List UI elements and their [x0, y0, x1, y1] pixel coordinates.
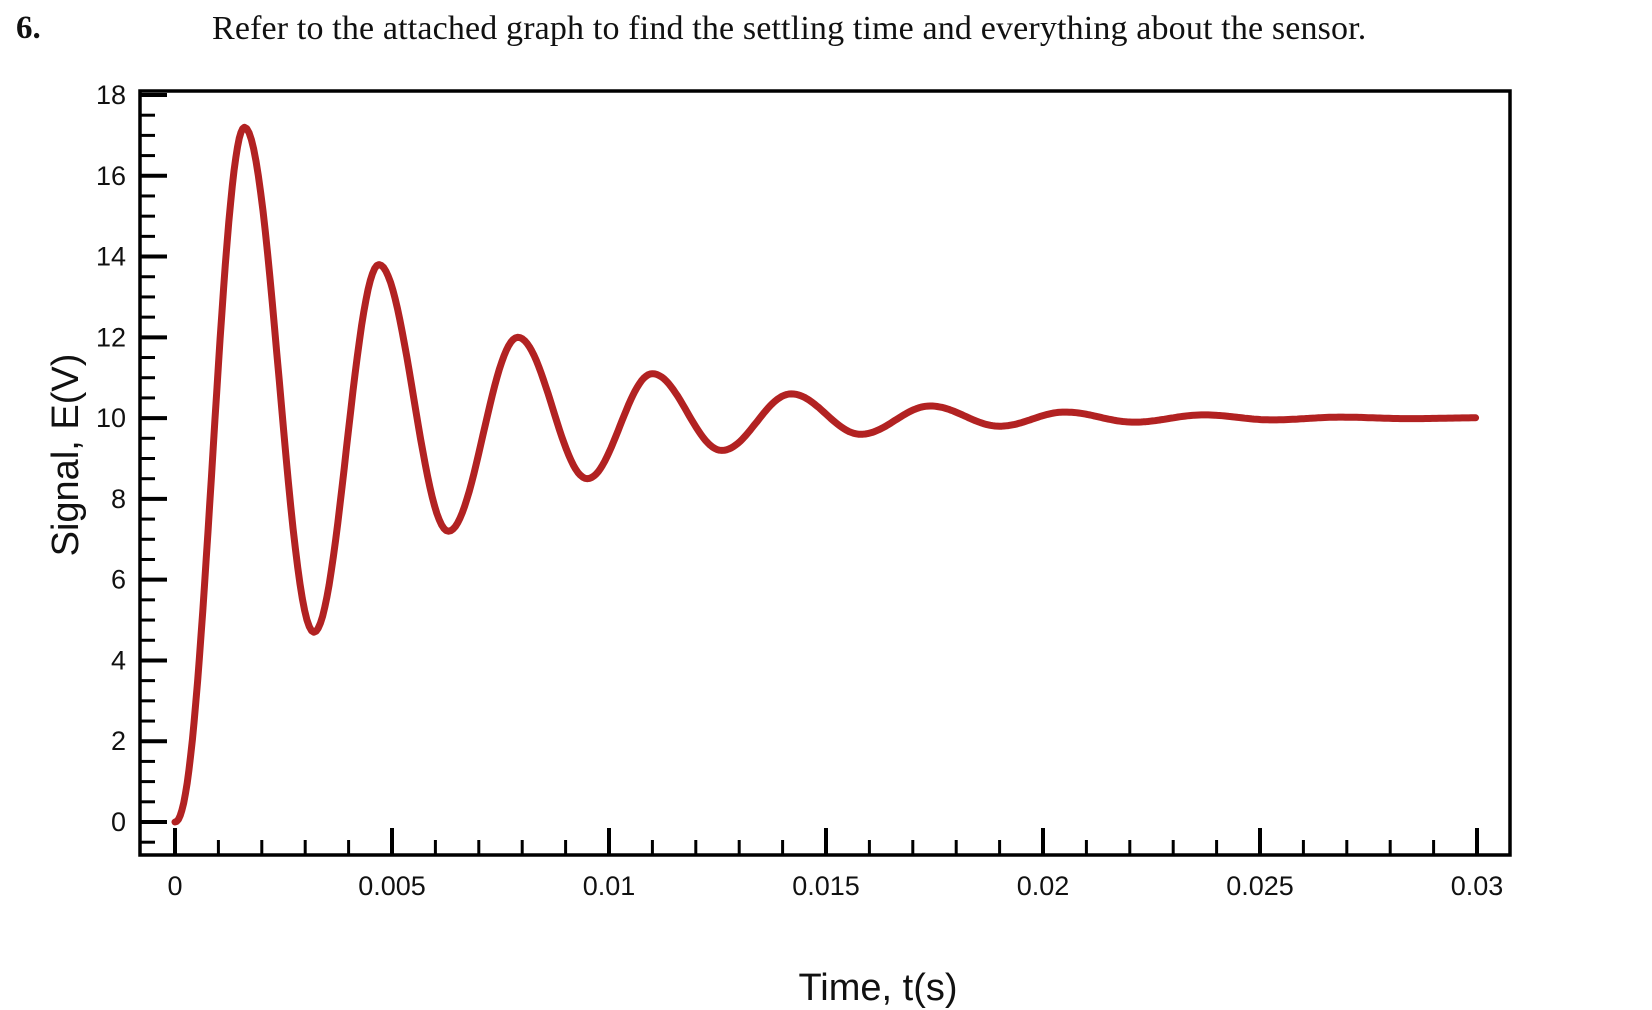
tick-labels: 0 2 4 6 8 10 12 14 16 18 0 0.005 0.01 0.015 0.02 0.025 0…	[96, 80, 1503, 901]
x-tick-label: 0.02	[1017, 871, 1070, 901]
question-text: Refer to the attached graph to find the …	[212, 10, 1367, 47]
question-number: 6.	[16, 10, 41, 46]
y-tick-label: 14	[96, 242, 126, 272]
x-tick-label: 0	[167, 871, 182, 901]
question-header: 6. Refer to the attached graph to find t…	[0, 0, 1652, 60]
y-tick-label: 0	[111, 807, 126, 837]
x-axis-title: Time, t(s)	[798, 967, 957, 1009]
x-tick-label: 0.015	[792, 871, 860, 901]
y-tick-label: 4	[111, 645, 126, 675]
signal-curve	[171, 123, 1480, 826]
y-tick-label: 12	[96, 322, 126, 352]
y-tick-label: 16	[96, 161, 126, 191]
y-axis-title: Signal, E(V)	[45, 354, 87, 557]
y-tick-label: 2	[111, 726, 126, 756]
x-tick-label: 0.005	[358, 871, 426, 901]
y-tick-label: 6	[111, 565, 126, 595]
y-tick-label: 10	[96, 403, 126, 433]
x-tick-label: 0.025	[1226, 871, 1294, 901]
x-tick-label: 0.01	[583, 871, 636, 901]
axis-ticks	[140, 93, 1479, 855]
x-tick-label: 0.03	[1451, 871, 1504, 901]
y-tick-label: 18	[96, 80, 126, 110]
y-tick-label: 8	[111, 484, 126, 514]
